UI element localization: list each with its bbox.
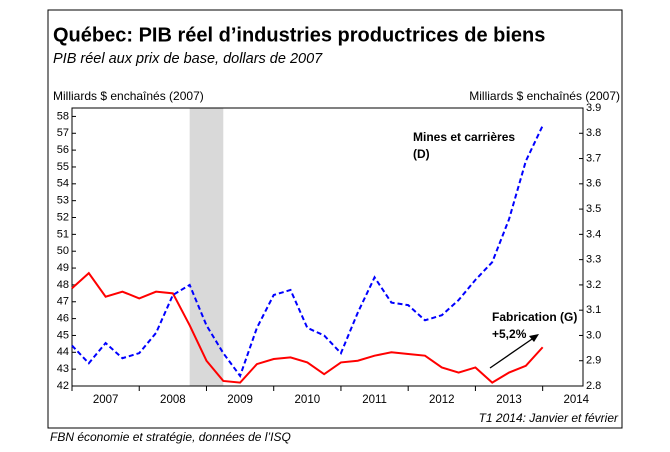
y-tick-label: 43 [57,363,69,375]
y-tick-label: 47 [57,296,69,308]
data-line [71,125,544,379]
plot-frame [71,107,584,387]
x-tick-label: 2014 [563,394,589,406]
y-tick-label: 54 [57,178,69,190]
x-tick-label: 2012 [429,394,455,406]
y2-tick-label: 3.4 [586,228,601,240]
y-tick-label: 56 [57,144,69,156]
y2-tick-label: 3.5 [586,203,601,215]
y-tick-label: 52 [57,211,69,223]
shaded-region [189,108,224,386]
chart-frame [47,9,623,429]
y-tick-label: 49 [57,262,69,274]
y-tick-label: 44 [57,346,69,358]
y2-axis-label: Milliards $ enchaînés (2007) [469,89,620,103]
chart-title: Québec: PIB réel d’industries productric… [53,24,545,46]
y-tick-label: 50 [57,245,69,257]
y2-tick-label: 3.9 [586,102,601,114]
annotation: Fabrication (G) [492,310,577,324]
y2-tick-label: 3.6 [586,178,601,190]
x-tick-label: 2011 [362,394,387,406]
y2-tick-label: 3.3 [586,254,601,266]
annotation: +5,2% [492,327,527,341]
y-axis-label: Milliards $ enchaînés (2007) [53,89,204,103]
y2-tick-label: 3.7 [586,152,601,164]
annotation: (D) [413,147,430,161]
data-line [71,271,544,384]
y-tick-label: 57 [57,127,69,139]
y2-tick-label: 2.9 [586,355,601,367]
y2-tick-label: 3.0 [586,329,601,341]
y-tick-label: 48 [57,279,69,291]
y2-tick-label: 3.1 [586,304,601,316]
y-tick-label: 42 [57,380,69,392]
x-tick-label: 2007 [93,394,119,406]
annotation: Mines et carrières [413,130,515,144]
y2-tick-label: 2.8 [586,380,601,392]
arrow-head [529,334,539,342]
y-tick-label: 51 [57,228,69,240]
y-tick-label: 53 [57,195,69,207]
x-tick-label: 2010 [295,394,321,406]
x-tick-label: 2009 [227,394,253,406]
chart-subtitle: PIB réel aux prix de base, dollars de 20… [53,51,323,67]
y-tick-label: 45 [57,329,69,341]
y-tick-label: 55 [57,161,69,173]
y2-tick-label: 3.8 [586,127,601,139]
y2-tick-label: 3.2 [586,279,601,291]
y-tick-label: 58 [57,110,69,122]
x-tick-label: 2008 [160,394,186,406]
source: FBN économie et stratégie, données de l’… [50,430,291,444]
arrow [489,336,536,369]
note: T1 2014: Janvier et février [479,411,619,425]
x-tick-label: 2013 [496,394,522,406]
y-tick-label: 46 [57,313,69,325]
